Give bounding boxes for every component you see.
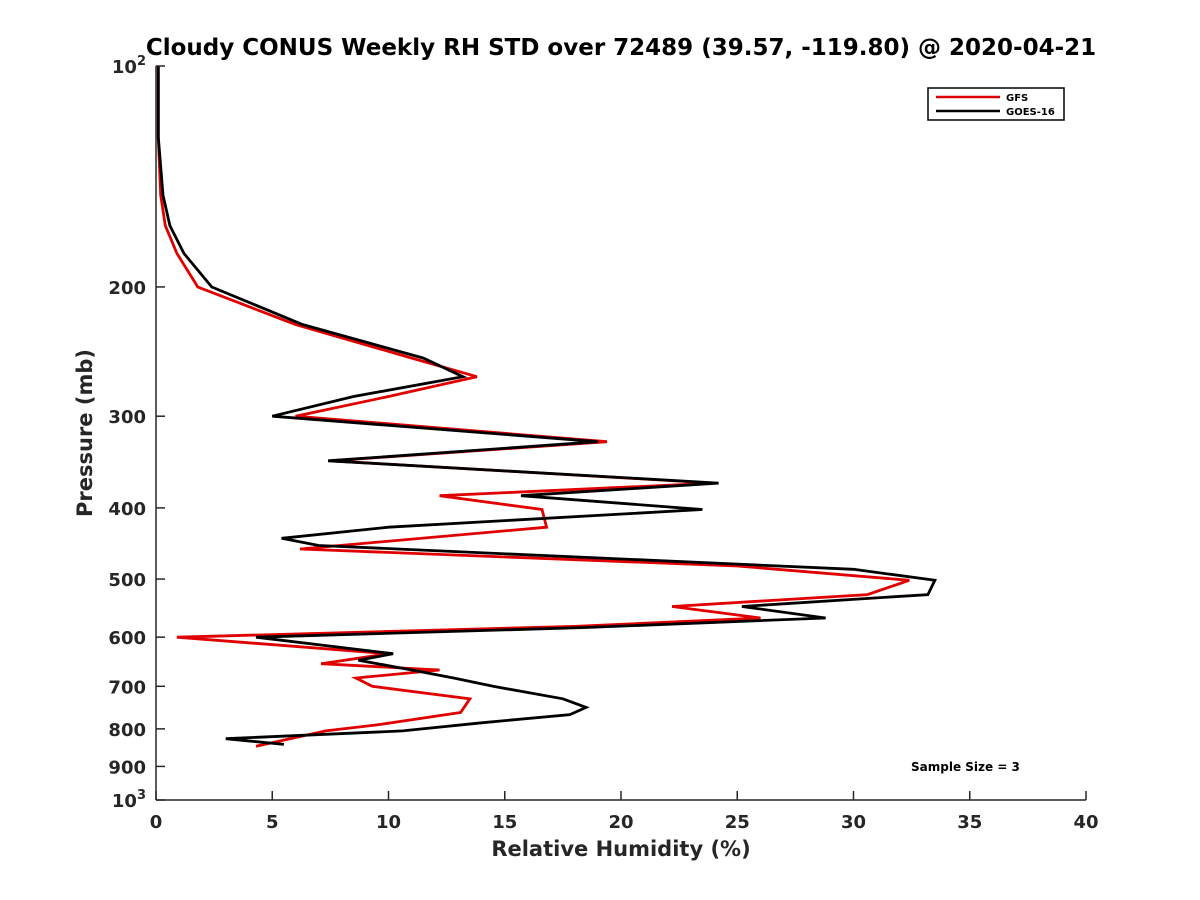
series-line-goes16 [156,66,938,746]
series-line-gfs [156,66,910,748]
y-tick-label: 200 [108,278,146,299]
y-ticks: 102 200 300 400 500 600 700 800 900 103 [108,54,165,812]
x-ticks: 0 5 10 15 20 25 30 35 40 [150,791,1099,833]
series-layer [156,66,938,748]
x-tick-label: 25 [725,812,750,833]
x-tick-label: 40 [1073,812,1098,833]
x-tick-label: 0 [150,812,163,833]
x-tick-label: 30 [841,812,866,833]
x-tick-label: 15 [492,812,517,833]
chart-title: Cloudy CONUS Weekly RH STD over 72489 (3… [146,35,1096,61]
legend-label-goes16: GOES-16 [1006,107,1055,118]
y-tick-label: 102 [112,54,146,78]
x-tick-label: 35 [957,812,982,833]
y-tick-label: 700 [108,677,146,698]
legend: GFS GOES-16 [927,87,1065,121]
y-tick-label: 500 [108,570,146,591]
y-tick-label: 300 [108,407,146,428]
y-tick-label: 600 [108,628,146,649]
y-tick-label: 800 [108,720,146,741]
y-axis-label: Pressure (mb) [73,349,97,517]
legend-box [927,87,1065,121]
x-tick-label: 10 [376,812,401,833]
x-tick-label: 5 [266,812,279,833]
legend-label-gfs: GFS [1006,93,1028,104]
y-tick-label: 900 [108,757,146,778]
y-tick-label: 400 [108,499,146,520]
x-tick-label: 20 [608,812,633,833]
sample-size-annotation: Sample Size = 3 [911,760,1020,774]
x-axis-label: Relative Humidity (%) [491,837,750,861]
plot-area [156,66,1086,800]
y-tick-label: 103 [112,788,146,812]
